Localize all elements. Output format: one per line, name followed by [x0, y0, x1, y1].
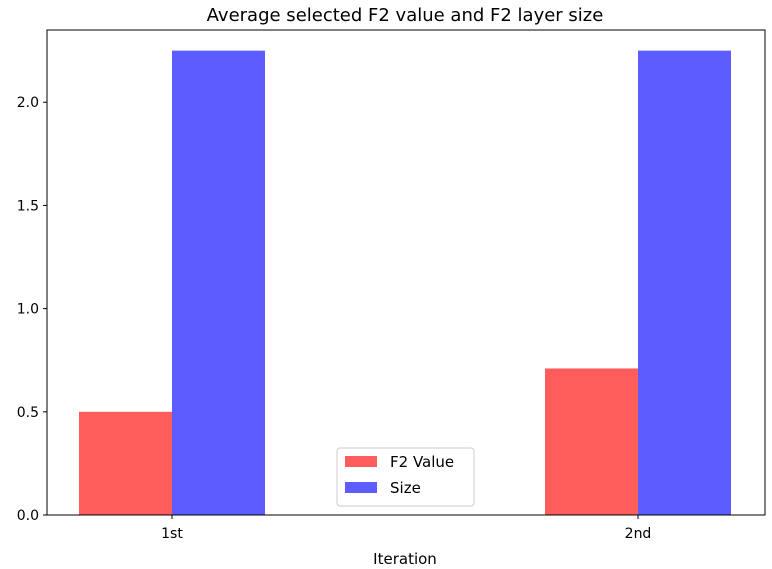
legend-label: F2 Value	[390, 453, 454, 471]
bar-f2-value-1st	[79, 411, 172, 515]
legend-label: Size	[390, 479, 421, 497]
legend: F2 Value Size	[336, 447, 475, 507]
plot-frame	[46, 29, 766, 516]
y-axis: 0.0 0.5 1.0 1.5 2.0	[17, 95, 47, 524]
bar-f2-value-2nd	[545, 368, 638, 515]
y-tick-label: 1.5	[17, 198, 39, 214]
y-tick-label: 0.5	[17, 405, 39, 421]
y-tick-label: 1.0	[17, 302, 39, 318]
chart-title: Average selected F2 value and F2 layer s…	[207, 5, 604, 26]
bar-size-1st	[172, 50, 265, 515]
bar-size-2nd	[638, 50, 731, 515]
x-axis: 1st 2nd	[161, 515, 651, 542]
x-tick-label: 2nd	[625, 526, 652, 542]
legend-swatch	[345, 482, 377, 493]
x-tick-label: 1st	[161, 526, 183, 542]
legend-swatch	[345, 456, 377, 467]
x-axis-label: Iteration	[373, 550, 437, 568]
bars-group	[79, 50, 731, 515]
y-tick-label: 0.0	[17, 508, 39, 524]
y-tick-label: 2.0	[17, 95, 39, 111]
